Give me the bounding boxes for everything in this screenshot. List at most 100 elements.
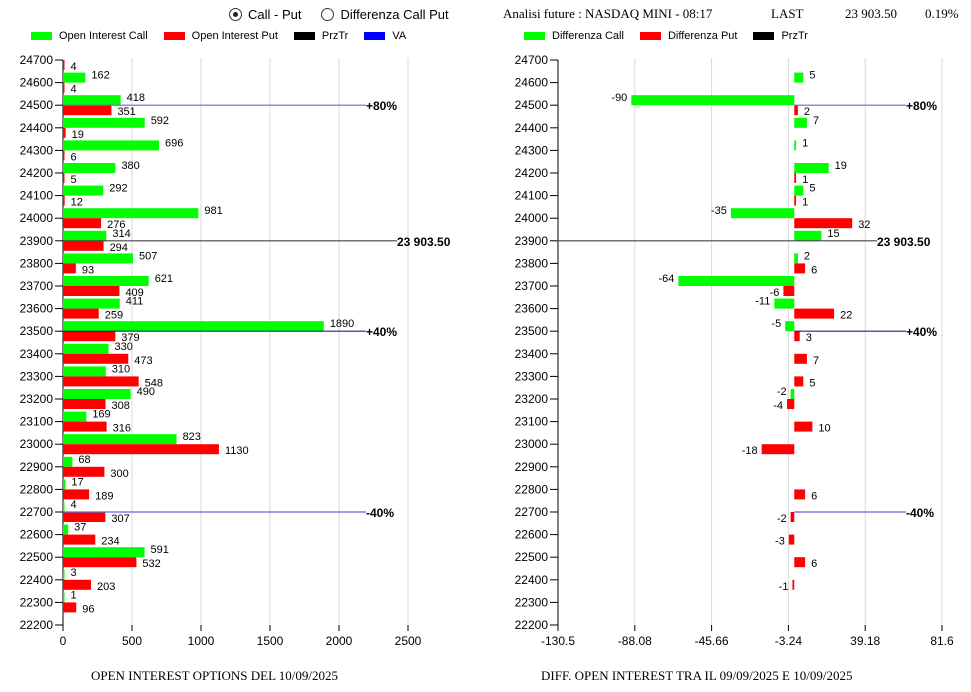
put-bar — [63, 127, 66, 138]
legend-item-diff-call: Differenza Call — [524, 30, 624, 42]
put-bar-label: 409 — [125, 287, 143, 299]
legend-swatch-diff-put — [639, 32, 661, 40]
va-label: +40% — [366, 325, 397, 339]
put-bar-label: 96 — [82, 603, 94, 615]
put-bar-label: 32 — [858, 219, 870, 231]
put-bar — [63, 331, 116, 342]
legend-swatch-diff-call — [524, 32, 545, 40]
y-tick-label: 23500 — [515, 324, 549, 338]
last-value: 23 903.50 — [845, 6, 897, 21]
call-bar — [63, 253, 133, 264]
call-bar-label: -11 — [755, 296, 770, 308]
legend-item-diff-prztr: PrzTr — [753, 30, 808, 42]
call-bar — [794, 230, 822, 241]
call-bar-label: -2 — [777, 386, 787, 398]
call-bar-label: 380 — [121, 160, 139, 172]
call-bar — [794, 72, 804, 83]
put-bar-label: 1130 — [225, 445, 249, 457]
call-bar-label: 15 — [827, 228, 839, 240]
call-bar — [63, 434, 177, 445]
va-label: +80% — [366, 99, 397, 113]
radio-call-put-label: Call - Put — [248, 7, 302, 22]
put-bar — [63, 173, 65, 183]
put-bar — [63, 263, 76, 274]
call-bar — [63, 524, 69, 535]
radio-unchecked-icon[interactable] — [321, 8, 335, 21]
y-tick-label: 23000 — [515, 437, 549, 451]
analysis-label: Analisi future : NASDAQ MINI - 08:17 — [503, 6, 713, 21]
put-bar — [794, 557, 806, 568]
put-bar — [63, 557, 137, 568]
put-bar-label: -18 — [742, 445, 758, 457]
put-bar-label: 10 — [818, 423, 830, 435]
y-tick-label: 24700 — [20, 53, 54, 67]
y-tick-label: 23900 — [515, 234, 549, 248]
y-tick-label: 22500 — [20, 550, 54, 564]
y-tick-label: 24200 — [20, 166, 54, 180]
put-bar-label: -1 — [779, 581, 789, 593]
call-bar — [790, 389, 795, 399]
put-bar-label: 6 — [811, 558, 817, 570]
call-bar-label: 68 — [78, 454, 90, 466]
put-bar-label: 4 — [71, 61, 77, 73]
put-bar-label: 3 — [806, 332, 812, 344]
left-chart-title: OPEN INTEREST OPTIONS DEL 10/09/2025 — [91, 668, 338, 683]
put-bar-label: 473 — [134, 355, 152, 367]
call-bar — [63, 72, 86, 83]
legend-label: PrzTr — [781, 30, 808, 42]
y-tick-label: 23100 — [515, 415, 549, 429]
y-tick-label: 24300 — [515, 143, 549, 157]
y-tick-label: 23000 — [20, 437, 54, 451]
call-bar-label: 3 — [71, 567, 77, 579]
put-bar-label: 316 — [113, 423, 131, 435]
put-bar-label: -2 — [777, 513, 787, 525]
legend-label: Differenza Put — [667, 30, 738, 42]
call-bar-label: 37 — [74, 522, 86, 534]
put-bar-label: 276 — [107, 219, 125, 231]
right-chart-legend: Differenza Call Differenza Put PrzTr — [524, 30, 824, 42]
put-bar — [788, 534, 795, 545]
call-bar-label: 621 — [155, 273, 173, 285]
y-tick-label: 24500 — [515, 98, 549, 112]
legend-label: Differenza Call — [552, 30, 624, 42]
put-bar-label: 234 — [101, 536, 119, 548]
y-tick-label: 23100 — [20, 415, 54, 429]
y-tick-label: 24600 — [515, 76, 549, 90]
call-bar-label: 17 — [71, 476, 83, 488]
legend-label: Open Interest Put — [191, 30, 278, 42]
call-bar — [63, 547, 145, 558]
y-tick-label: 22700 — [20, 505, 54, 519]
radio-call-put[interactable]: Call - Put — [229, 7, 301, 22]
call-bar-label: 981 — [204, 205, 222, 217]
call-bar — [63, 230, 107, 241]
call-bar — [63, 321, 324, 332]
put-bar-label: 189 — [95, 490, 113, 502]
put-bar-label: 307 — [111, 513, 129, 525]
radio-differenza-call-put[interactable]: Differenza Call Put — [321, 7, 449, 22]
put-bar-label: 4 — [71, 84, 77, 96]
call-bar — [63, 389, 131, 399]
y-tick-label: 22200 — [20, 618, 54, 632]
put-bar — [794, 489, 806, 500]
y-tick-label: 24200 — [515, 166, 549, 180]
call-bar-label: 292 — [109, 183, 127, 195]
put-bar-label: -4 — [773, 400, 783, 412]
y-tick-label: 22300 — [20, 595, 54, 609]
radio-checked-icon[interactable] — [229, 8, 242, 21]
put-bar-label: 548 — [145, 377, 163, 389]
y-tick-label: 23400 — [515, 347, 549, 361]
call-bar-label: 696 — [165, 137, 183, 149]
put-bar — [63, 534, 96, 545]
put-bar — [63, 489, 90, 500]
change-percent: 0.19% — [925, 6, 959, 21]
left-chart-legend: Open Interest Call Open Interest Put Prz… — [31, 30, 422, 42]
put-bar — [63, 353, 129, 364]
put-bar-label: 203 — [97, 581, 115, 593]
last-label: LAST — [771, 6, 804, 21]
x-tick-label: 500 — [122, 634, 142, 648]
put-bar — [794, 353, 807, 364]
put-bar — [63, 421, 107, 432]
put-bar — [63, 195, 65, 206]
put-bar-label: 351 — [117, 106, 135, 118]
call-bar — [63, 411, 87, 422]
